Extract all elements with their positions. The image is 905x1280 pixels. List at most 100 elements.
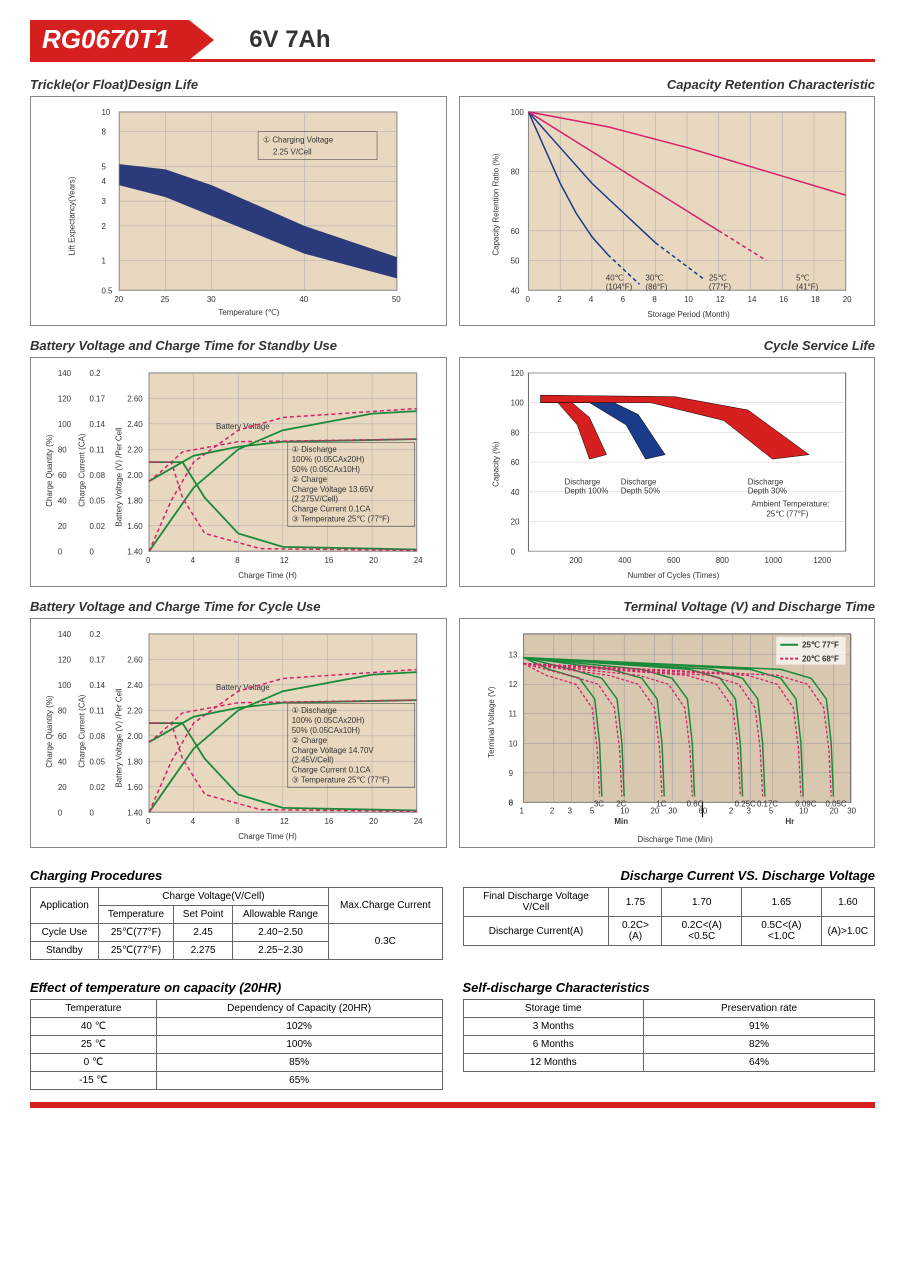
svg-text:16: 16 [324, 556, 333, 565]
cell: 2.40~2.50 [232, 924, 328, 942]
svg-text:(41°F): (41°F) [796, 282, 818, 291]
tables-row-1: Charging Procedures Application Charge V… [30, 856, 875, 960]
svg-text:40℃: 40℃ [605, 273, 623, 282]
svg-text:Number of Cycles (Times): Number of Cycles (Times) [627, 571, 719, 580]
svg-text:Temperature (℃): Temperature (℃) [218, 308, 279, 317]
cell: 85% [156, 1054, 442, 1072]
svg-text:Charge Quantity (%): Charge Quantity (%) [45, 695, 54, 768]
discharge-svg: 89101112130123510203060235102030MinHr 3C… [460, 619, 875, 847]
cell: 6 Months [463, 1036, 644, 1054]
svg-text:80: 80 [58, 706, 67, 715]
svg-text:100: 100 [58, 681, 72, 690]
svg-text:Ambient Temperature:: Ambient Temperature: [751, 500, 829, 509]
svg-text:12: 12 [508, 680, 517, 689]
svg-text:0.11: 0.11 [90, 706, 105, 715]
svg-text:① Charging Voltage: ① Charging Voltage [263, 136, 334, 145]
charging-table-block: Charging Procedures Application Charge V… [30, 856, 443, 960]
chart-cycle-use: Battery Voltage and Charge Time for Cycl… [30, 599, 447, 848]
svg-text:1: 1 [519, 806, 524, 815]
self-discharge-block: Self-discharge Characteristics Storage t… [463, 968, 876, 1090]
svg-text:100% (0.05CAx20H): 100% (0.05CAx20H) [292, 716, 365, 725]
svg-text:800: 800 [715, 556, 729, 565]
svg-text:40: 40 [510, 488, 519, 497]
svg-text:0: 0 [90, 547, 95, 556]
svg-text:Discharge Time (Min): Discharge Time (Min) [637, 835, 713, 844]
svg-text:Depth 50%: Depth 50% [620, 486, 659, 495]
svg-text:20: 20 [114, 295, 123, 304]
svg-text:2.20: 2.20 [127, 706, 143, 715]
discharge-v-table-block: Discharge Current VS. Discharge Voltage … [463, 856, 876, 960]
cell: 25 ℃ [31, 1036, 157, 1054]
svg-text:Discharge: Discharge [747, 477, 783, 486]
cell: 64% [644, 1054, 875, 1072]
svg-text:Capacity (%): Capacity (%) [491, 441, 500, 487]
svg-text:4: 4 [588, 295, 593, 304]
svg-text:② Charge: ② Charge [292, 736, 328, 745]
svg-text:6: 6 [620, 295, 625, 304]
svg-text:0: 0 [146, 556, 151, 565]
svg-text:2: 2 [728, 806, 732, 815]
th: Application [31, 888, 99, 924]
svg-text:50: 50 [392, 295, 401, 304]
svg-text:100% (0.05CAx20H): 100% (0.05CAx20H) [292, 455, 365, 464]
table-title: Discharge Current VS. Discharge Voltage [463, 868, 876, 883]
svg-text:Depth 100%: Depth 100% [564, 486, 608, 495]
svg-text:50% (0.05CAx10H): 50% (0.05CAx10H) [292, 465, 361, 474]
chart-box: 02040608010012020040060080010001200 Disc… [459, 357, 876, 587]
svg-text:12: 12 [715, 295, 724, 304]
tables-row-2: Effect of temperature on capacity (20HR)… [30, 968, 875, 1090]
svg-text:Depth 30%: Depth 30% [747, 486, 786, 495]
cell: 0 ℃ [31, 1054, 157, 1072]
charging-table: Application Charge Voltage(V/Cell) Max.C… [30, 887, 443, 960]
svg-text:12: 12 [280, 817, 289, 826]
svg-text:13: 13 [508, 651, 517, 660]
svg-text:0.05: 0.05 [90, 496, 106, 505]
svg-text:2: 2 [549, 806, 553, 815]
svg-text:Discharge: Discharge [564, 477, 600, 486]
svg-text:4: 4 [191, 817, 196, 826]
th: Allowable Range [232, 906, 328, 924]
svg-text:Terminal Voltage (V): Terminal Voltage (V) [486, 686, 495, 758]
svg-text:20℃ 68°F: 20℃ 68°F [802, 655, 839, 664]
chart-standby: Battery Voltage and Charge Time for Stan… [30, 338, 447, 587]
svg-text:8: 8 [235, 817, 240, 826]
svg-text:0.6C: 0.6C [686, 799, 703, 808]
th: Preservation rate [644, 1000, 875, 1018]
trickle-svg: 0.5123458102025304050 ① Charging Voltage… [31, 97, 446, 325]
chart-title: Terminal Voltage (V) and Discharge Time [459, 599, 876, 614]
chart-cycle-life: Cycle Service Life 020406080100120200400… [459, 338, 876, 587]
svg-text:0.11: 0.11 [90, 445, 105, 454]
svg-text:3: 3 [567, 806, 572, 815]
svg-text:③ Temperature 25℃ (77°F): ③ Temperature 25℃ (77°F) [292, 776, 390, 785]
cell: 2.275 [174, 942, 233, 960]
svg-text:0.17: 0.17 [90, 394, 105, 403]
cell: Cycle Use [31, 924, 99, 942]
cell: 65% [156, 1072, 442, 1090]
svg-text:10: 10 [101, 108, 110, 117]
svg-text:25: 25 [161, 295, 170, 304]
svg-text:② Charge: ② Charge [292, 475, 328, 484]
svg-text:16: 16 [324, 817, 333, 826]
svg-text:30: 30 [847, 806, 856, 815]
svg-text:1: 1 [101, 257, 106, 266]
cell: 12 Months [463, 1054, 644, 1072]
svg-text:18: 18 [810, 295, 819, 304]
svg-text:2: 2 [101, 222, 105, 231]
svg-text:Charge Time (H): Charge Time (H) [238, 571, 297, 580]
svg-text:14: 14 [747, 295, 756, 304]
svg-text:20: 20 [510, 518, 519, 527]
svg-text:Hr: Hr [785, 817, 794, 826]
svg-text:8: 8 [652, 295, 657, 304]
svg-text:Storage Period (Month): Storage Period (Month) [647, 310, 730, 319]
svg-text:9: 9 [508, 769, 513, 778]
svg-text:0: 0 [146, 817, 151, 826]
chart-box: 04812162024001.40200.021.60400.051.80600… [30, 618, 447, 848]
svg-text:1C: 1C [656, 799, 666, 808]
standby-svg: 04812162024001.40200.021.60400.051.80600… [31, 358, 446, 586]
svg-text:0.05: 0.05 [90, 757, 106, 766]
cell: 40 ℃ [31, 1018, 157, 1036]
svg-text:1.80: 1.80 [127, 496, 143, 505]
svg-text:8: 8 [235, 556, 240, 565]
table-title: Self-discharge Characteristics [463, 980, 876, 995]
th: Temperature [31, 1000, 157, 1018]
